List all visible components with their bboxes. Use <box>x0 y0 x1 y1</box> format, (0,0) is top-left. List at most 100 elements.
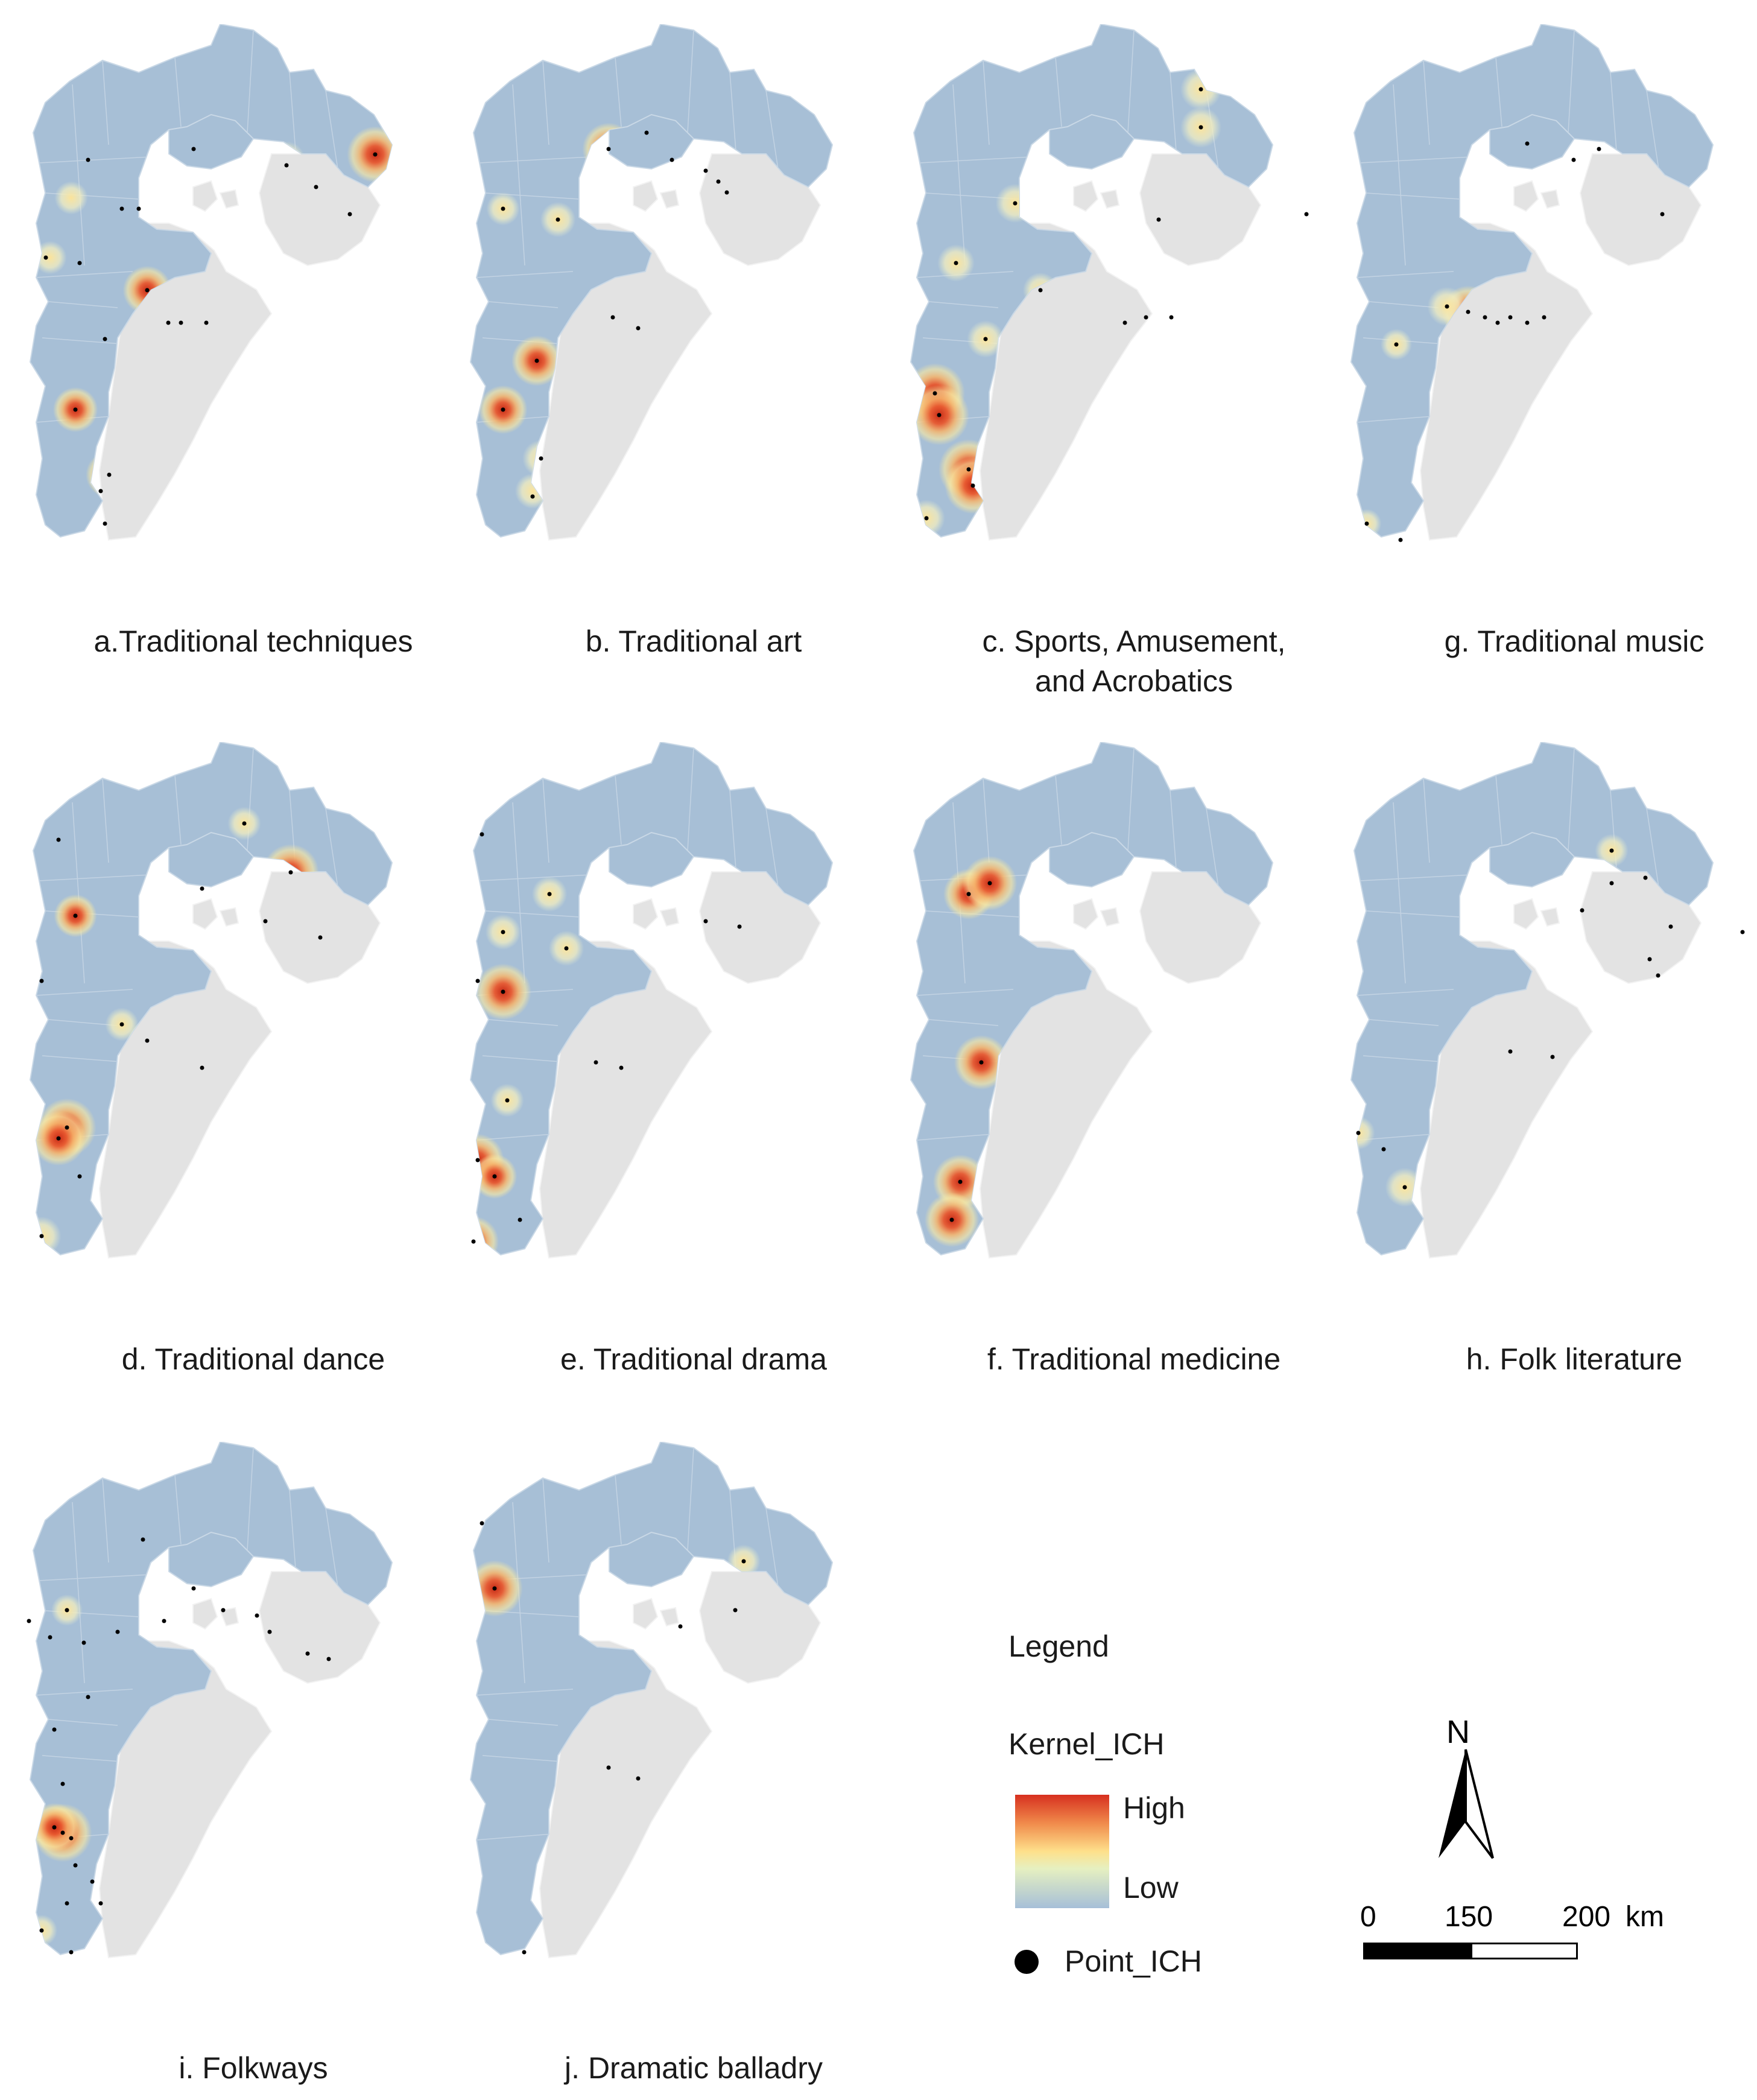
ich-point <box>958 1179 963 1184</box>
map-panel-h: h. Folk literature <box>1333 742 1755 1381</box>
map-panel-g: g. Traditional music <box>1333 24 1755 664</box>
ich-point <box>1483 315 1487 320</box>
map-caption: c. Sports, Amusement, and Acrobatics <box>982 624 1286 698</box>
ich-point <box>65 1125 69 1130</box>
ich-point <box>1668 924 1673 929</box>
map-caption: j. Dramatic balladry <box>565 2051 823 2085</box>
ich-point <box>1445 304 1449 309</box>
ich-point <box>1660 212 1665 217</box>
ich-point <box>107 472 112 477</box>
ich-point <box>1571 157 1576 162</box>
ich-point <box>594 1060 598 1065</box>
kernel-hotspot <box>33 241 67 274</box>
study-region <box>1350 742 1714 1256</box>
ich-point <box>670 157 674 162</box>
ich-point <box>179 320 183 325</box>
neighbor-region <box>1419 941 1594 1259</box>
ich-point <box>1364 521 1369 526</box>
ich-point <box>606 147 611 151</box>
map-caption: g. Traditional music <box>1444 624 1705 658</box>
neighbor-region <box>192 180 218 212</box>
ich-point <box>1643 875 1648 880</box>
ich-point <box>1525 320 1530 325</box>
ich-point <box>1402 1185 1407 1190</box>
ich-point <box>492 1174 497 1179</box>
neighbor-region <box>539 941 713 1259</box>
ich-point <box>204 320 209 325</box>
map-caption: i. Folkways <box>179 2051 328 2085</box>
ich-point <box>52 1825 57 1830</box>
neighbor-region <box>219 1607 239 1627</box>
ich-point <box>1398 538 1403 542</box>
ich-point <box>162 1619 166 1623</box>
ich-point <box>937 413 942 417</box>
point-symbol-icon <box>1015 1950 1039 1974</box>
kernel-density-map <box>27 1442 393 1959</box>
map-caption: h. Folk literature <box>1466 1342 1683 1376</box>
ich-point <box>77 1174 82 1179</box>
ich-point <box>737 924 742 929</box>
ich-point <box>191 147 196 151</box>
ich-point <box>636 1776 641 1781</box>
legend-low-label: Low <box>1123 1871 1179 1905</box>
study-region <box>29 1442 393 1956</box>
ich-point <box>191 1586 196 1591</box>
ich-point <box>505 1098 510 1103</box>
ich-point <box>318 935 323 940</box>
neighbor-region <box>1073 898 1099 930</box>
ich-point <box>1144 315 1148 320</box>
ich-point <box>1198 87 1203 92</box>
ich-point <box>60 1830 65 1835</box>
north-label: N <box>1446 1714 1470 1750</box>
ich-point <box>501 407 505 412</box>
ich-point <box>1542 315 1546 320</box>
map-caption: a.Traditional techniques <box>93 624 413 658</box>
ich-point <box>166 320 171 325</box>
ich-point <box>98 1901 103 1906</box>
ich-point <box>606 1765 611 1770</box>
neighbor-region <box>1100 189 1120 209</box>
neighbor-region <box>633 180 659 212</box>
neighbor-region <box>1540 907 1560 927</box>
map-panel-b: b. Traditional art <box>452 24 875 664</box>
neighbor-region <box>98 223 273 541</box>
ich-point <box>539 456 543 461</box>
map-caption: d. Traditional dance <box>121 1342 385 1376</box>
kernel-density-map <box>1350 742 1745 1259</box>
map-panel-f: f. Traditional medicine <box>893 742 1315 1381</box>
ich-point <box>1038 288 1043 293</box>
scale-tick-200: 200 <box>1562 1901 1611 1933</box>
kernel-density-map <box>910 24 1309 541</box>
neighbor-region <box>219 189 239 209</box>
ich-point <box>1394 342 1399 347</box>
ich-point <box>678 1624 683 1629</box>
ich-point <box>141 1537 145 1542</box>
ich-point <box>983 337 988 341</box>
north-arrow-icon <box>1439 1749 1494 1859</box>
neighbor-region <box>192 1597 218 1630</box>
ich-point <box>534 358 539 363</box>
neighbor-region <box>192 898 218 930</box>
ich-point <box>81 1640 86 1645</box>
ich-point <box>86 157 90 162</box>
neighbor-region <box>659 1607 680 1627</box>
kernel-density-map <box>469 742 834 1259</box>
scale-bar-white <box>1470 1943 1578 1959</box>
ich-point <box>73 407 78 412</box>
ich-point <box>924 516 929 521</box>
ich-point <box>119 1022 124 1027</box>
ich-point <box>90 1879 95 1884</box>
ich-point <box>314 185 318 189</box>
ich-point <box>200 1065 204 1070</box>
kernel-density-map <box>469 1442 834 1959</box>
ich-point <box>86 1695 90 1699</box>
ich-point <box>1466 309 1470 314</box>
ich-point <box>1647 957 1652 962</box>
ich-point <box>644 130 649 135</box>
ich-point <box>1525 141 1530 146</box>
study-region <box>469 24 834 538</box>
ich-point <box>267 1629 272 1634</box>
ich-point <box>115 1629 120 1634</box>
ich-point <box>733 1608 738 1613</box>
kernel-hotspot <box>54 181 88 215</box>
